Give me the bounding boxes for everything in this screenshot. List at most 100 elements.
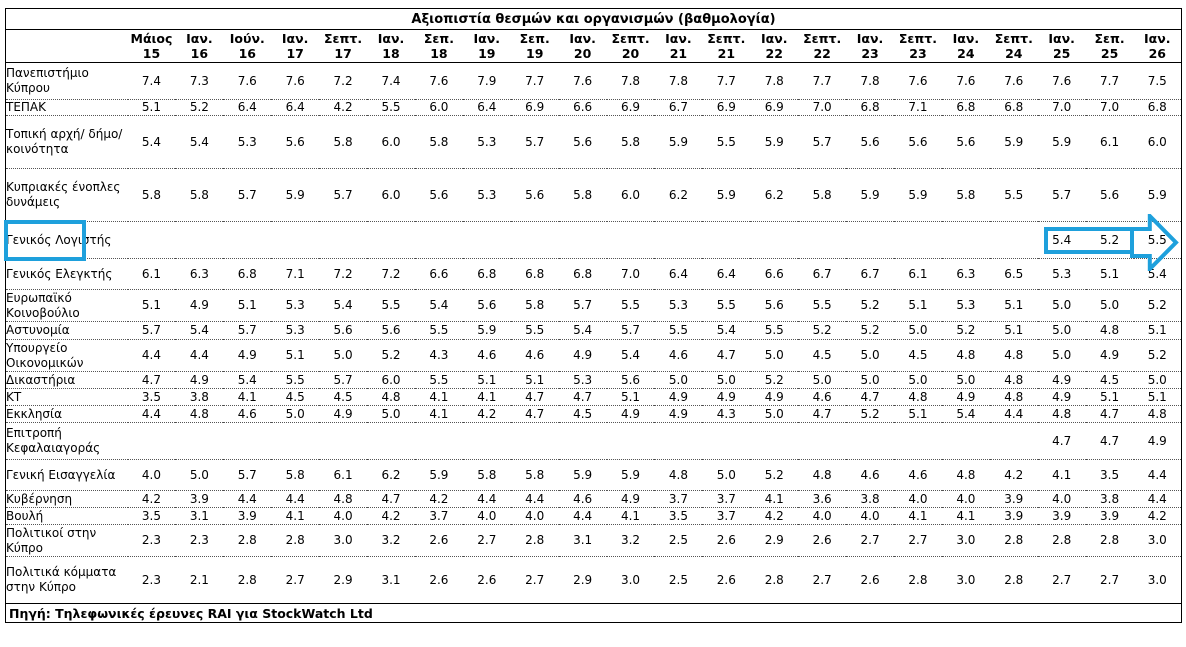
table-cell: 5.8 xyxy=(127,168,176,222)
column-header-year: 16 xyxy=(238,46,256,61)
column-header-month: Σεπτ. xyxy=(994,31,1033,46)
table-cell: 4.8 xyxy=(1037,405,1086,423)
table-cell: 5.4 xyxy=(223,371,272,389)
table-cell xyxy=(846,221,894,259)
table-cell: 2.7 xyxy=(510,556,559,604)
table-cell: 5.0 xyxy=(894,321,942,340)
table-cell: 6.3 xyxy=(941,258,990,290)
table-cell: 6.0 xyxy=(367,168,415,222)
table-cell: 5.7 xyxy=(1037,168,1086,222)
table-cell: 4.8 xyxy=(367,388,415,406)
table-cell: 5.2 xyxy=(750,459,799,491)
row-label: ΤΕΠΑΚ xyxy=(5,99,128,116)
table-cell: 5.7 xyxy=(606,321,655,340)
table-cell: 2.7 xyxy=(1085,556,1134,604)
table-cell xyxy=(271,221,320,259)
column-header: Ιαν. 22 xyxy=(750,29,799,63)
table-cell: 4.4 xyxy=(558,507,607,525)
table-cell: 6.4 xyxy=(223,99,272,116)
table-body: Πανεπιστήμιο Κύπρου 7.4 7.3 7.6 7.6 7.2 7.4 7.6… xyxy=(5,62,1183,604)
table-cell: 6.0 xyxy=(414,99,463,116)
table-cell: 4.2 xyxy=(1133,507,1183,525)
table-cell: 5.7 xyxy=(319,168,368,222)
table-cell: 7.4 xyxy=(127,62,176,100)
table-cell: 7.8 xyxy=(654,62,703,100)
column-header: Ιαν. 25 xyxy=(1037,29,1086,63)
column-header-month: Ιαν. xyxy=(186,31,213,46)
table-cell: 2.7 xyxy=(271,556,320,604)
table-cell: 5.1 xyxy=(127,289,176,322)
table-cell: 4.6 xyxy=(846,459,894,491)
table-cell: 5.1 xyxy=(894,289,942,322)
table-cell: 5.0 xyxy=(798,371,847,389)
table-cell: 4.0 xyxy=(894,490,942,508)
table-cell xyxy=(798,221,847,259)
table-cell: 5.9 xyxy=(558,459,607,491)
table-cell: 7.2 xyxy=(319,62,368,100)
table-cell: 2.6 xyxy=(414,556,463,604)
table-cell: 5.5 xyxy=(606,289,655,322)
table-cell: 4.9 xyxy=(558,339,607,372)
row-label: Επιτροπή Κεφαλαιαγοράς xyxy=(5,422,128,460)
table-cell xyxy=(989,422,1038,460)
table-cell: 5.5 xyxy=(989,168,1038,222)
table-cell xyxy=(367,422,415,460)
table-cell xyxy=(462,221,511,259)
table-cell: 4.4 xyxy=(223,490,272,508)
table-cell: 5.6 xyxy=(558,115,607,169)
table-cell: 4.7 xyxy=(1085,422,1134,460)
table-cell: 5.5 xyxy=(702,289,751,322)
table-cell: 5.4 xyxy=(127,115,176,169)
table-cell: 5.0 xyxy=(750,405,799,423)
table-cell: 5.7 xyxy=(798,115,847,169)
table-cell: 5.5 xyxy=(414,321,463,340)
table-cell: 7.6 xyxy=(414,62,463,100)
table-cell: 4.4 xyxy=(1133,490,1183,508)
table-cell: 5.8 xyxy=(941,168,990,222)
table-cell: 7.7 xyxy=(702,62,751,100)
table-cell: 5.4 xyxy=(1037,221,1086,259)
table-cell xyxy=(414,221,463,259)
table-cell xyxy=(558,422,607,460)
column-header-year: 18 xyxy=(382,46,400,61)
table-cell: 6.5 xyxy=(989,258,1038,290)
column-header-year: 20 xyxy=(573,46,592,61)
table-cell: 4.7 xyxy=(510,388,559,406)
table-cell: 4.2 xyxy=(989,459,1038,491)
table-cell: 4.1 xyxy=(941,507,990,525)
table-cell: 5.9 xyxy=(271,168,320,222)
table-cell: 3.7 xyxy=(654,490,703,508)
table-cell xyxy=(558,221,607,259)
table-cell: 6.8 xyxy=(1133,99,1183,116)
table-cell: 2.7 xyxy=(1037,556,1086,604)
table-row: ΚΤ 3.5 3.8 4.1 4.5 4.5 4.8 4.1 4.1 4.7 4.7 5.1 4.9 4.… xyxy=(5,388,1183,406)
table-row: Τοπική αρχή/ δήμο/ κοινότητα 5.4 5.4 5.3 5.6… xyxy=(5,115,1183,169)
table-cell: 4.4 xyxy=(175,339,224,372)
table-cell: 5.2 xyxy=(1133,289,1183,322)
table-cell: 5.4 xyxy=(702,321,751,340)
table-cell: 5.1 xyxy=(127,99,176,116)
table-cell: 6.8 xyxy=(558,258,607,290)
table-cell: 5.7 xyxy=(319,371,368,389)
table-cell: 6.2 xyxy=(654,168,703,222)
table-cell xyxy=(750,221,799,259)
table-cell: 5.2 xyxy=(941,321,990,340)
table-cell: 5.4 xyxy=(606,339,655,372)
column-header: Ιαν. 17 xyxy=(271,29,320,63)
row-label: Αστυνομία xyxy=(5,321,128,340)
table-cell: 6.0 xyxy=(367,371,415,389)
column-header-year: 23 xyxy=(861,46,879,61)
table-cell: 5.0 xyxy=(894,371,942,389)
table-cell: 5.8 xyxy=(175,168,224,222)
table-cell xyxy=(989,221,1038,259)
column-header: Σεπ. 18 xyxy=(414,29,463,63)
reliability-table: Αξιοπιστία θεσμών και οργανισμών (βαθμολ… xyxy=(4,8,1183,623)
table-cell: 4.4 xyxy=(127,339,176,372)
table-cell: 3.7 xyxy=(414,507,463,525)
table-cell: 7.5 xyxy=(1133,62,1183,100)
table-cell: 5.4 xyxy=(1133,258,1183,290)
table-cell: 5.9 xyxy=(750,115,799,169)
table-cell: 3.7 xyxy=(702,490,751,508)
table-cell: 4.9 xyxy=(175,289,224,322)
table-cell: 5.9 xyxy=(462,321,511,340)
